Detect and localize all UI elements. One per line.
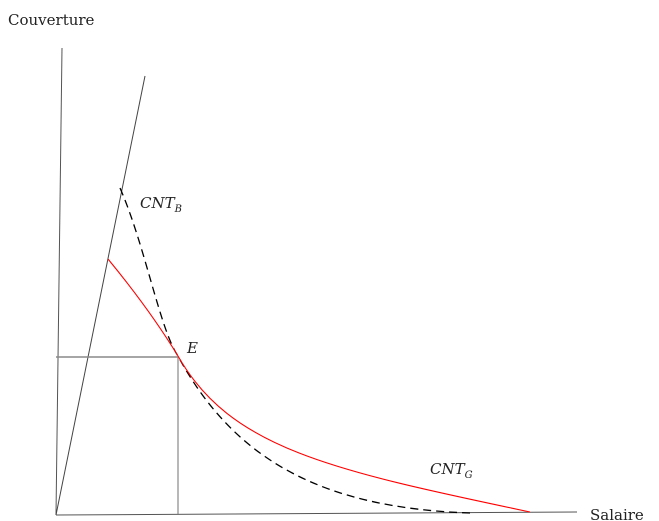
cnt-b-label-main: CNT bbox=[140, 194, 176, 212]
cnt-b-label: CNTB bbox=[140, 194, 182, 215]
cnt-b-label-sub: B bbox=[174, 204, 182, 215]
cnt-g-label-sub: G bbox=[465, 470, 473, 481]
cnt-g-label: CNTG bbox=[430, 460, 473, 481]
y-axis-label: Couverture bbox=[8, 11, 95, 29]
point-e-label: E bbox=[186, 339, 198, 357]
x-axis-line bbox=[55, 511, 578, 516]
cnt-g-label-main: CNT bbox=[430, 460, 466, 478]
origin-ray-line bbox=[55, 75, 146, 516]
y-axis-line bbox=[55, 47, 63, 516]
cnt-g-curve bbox=[107, 258, 531, 513]
cnt-b-curve bbox=[119, 187, 471, 514]
x-axis-label: Salaire bbox=[590, 506, 644, 521]
